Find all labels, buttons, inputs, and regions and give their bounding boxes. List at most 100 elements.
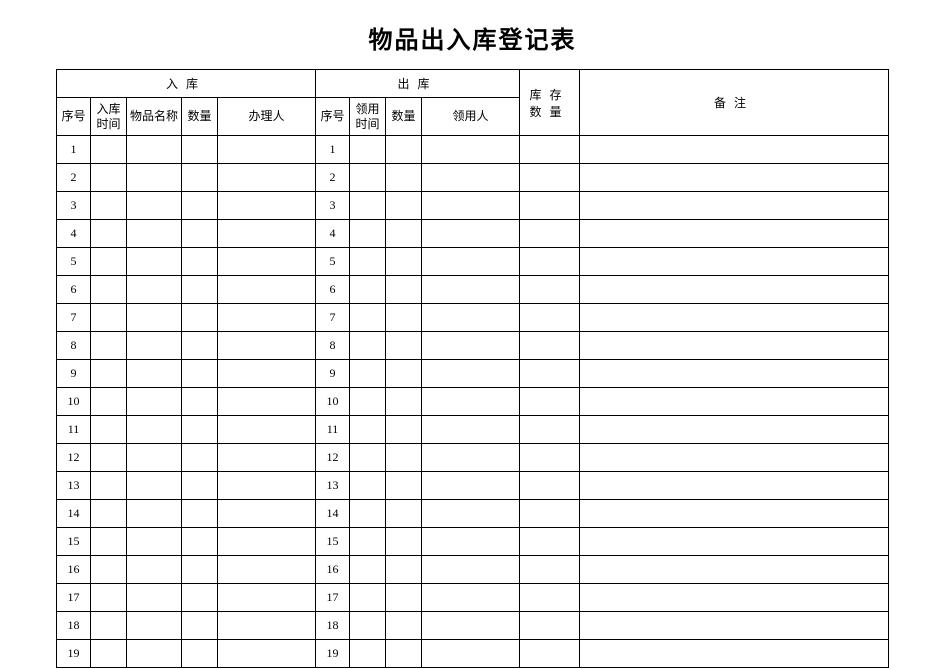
table-row: 1818	[57, 612, 889, 640]
cell-name	[127, 528, 182, 556]
table-row: 1515	[57, 528, 889, 556]
cell-stock	[520, 444, 580, 472]
cell-remark	[580, 584, 889, 612]
cell-seq_out: 11	[316, 416, 350, 444]
cell-qty_out	[386, 304, 422, 332]
cell-seq_out: 16	[316, 556, 350, 584]
cell-name	[127, 360, 182, 388]
inventory-table: 入库 出库 库存数量 备注 序号 入库时间 物品名称 数量 办理人 序号 领用时…	[56, 69, 889, 668]
cell-remark	[580, 472, 889, 500]
cell-person_out	[422, 360, 520, 388]
cell-time_in	[91, 640, 127, 668]
cell-person_out	[422, 276, 520, 304]
cell-name	[127, 136, 182, 164]
header-time-in: 入库时间	[91, 98, 127, 136]
cell-stock	[520, 528, 580, 556]
cell-seq_out: 19	[316, 640, 350, 668]
cell-qty_in	[182, 472, 218, 500]
cell-remark	[580, 192, 889, 220]
cell-seq_in: 2	[57, 164, 91, 192]
cell-person_in	[218, 388, 316, 416]
cell-stock	[520, 556, 580, 584]
cell-person_out	[422, 556, 520, 584]
header-remark: 备注	[580, 70, 889, 136]
cell-seq_in: 3	[57, 192, 91, 220]
cell-time_out	[350, 304, 386, 332]
cell-person_in	[218, 164, 316, 192]
cell-seq_out: 1	[316, 136, 350, 164]
cell-person_out	[422, 500, 520, 528]
cell-qty_out	[386, 388, 422, 416]
cell-qty_out	[386, 164, 422, 192]
cell-seq_in: 11	[57, 416, 91, 444]
cell-person_out	[422, 472, 520, 500]
cell-remark	[580, 332, 889, 360]
cell-stock	[520, 472, 580, 500]
cell-person_in	[218, 136, 316, 164]
cell-seq_out: 2	[316, 164, 350, 192]
cell-seq_in: 6	[57, 276, 91, 304]
cell-time_out	[350, 164, 386, 192]
cell-qty_out	[386, 136, 422, 164]
cell-qty_out	[386, 584, 422, 612]
cell-seq_out: 5	[316, 248, 350, 276]
table-row: 1414	[57, 500, 889, 528]
cell-stock	[520, 248, 580, 276]
header-time-out: 领用时间	[350, 98, 386, 136]
cell-time_in	[91, 192, 127, 220]
cell-person_in	[218, 500, 316, 528]
header-stock: 库存数量	[520, 70, 580, 136]
cell-person_in	[218, 276, 316, 304]
header-name: 物品名称	[127, 98, 182, 136]
cell-stock	[520, 164, 580, 192]
cell-name	[127, 584, 182, 612]
header-group-out: 出库	[316, 70, 520, 98]
cell-seq_in: 5	[57, 248, 91, 276]
cell-person_out	[422, 444, 520, 472]
cell-qty_out	[386, 192, 422, 220]
cell-remark	[580, 360, 889, 388]
cell-remark	[580, 304, 889, 332]
cell-qty_out	[386, 416, 422, 444]
cell-stock	[520, 304, 580, 332]
cell-person_in	[218, 248, 316, 276]
cell-time_in	[91, 528, 127, 556]
cell-remark	[580, 220, 889, 248]
cell-time_in	[91, 388, 127, 416]
cell-stock	[520, 360, 580, 388]
cell-person_out	[422, 136, 520, 164]
cell-qty_in	[182, 416, 218, 444]
cell-remark	[580, 500, 889, 528]
cell-name	[127, 444, 182, 472]
table-row: 44	[57, 220, 889, 248]
cell-remark	[580, 556, 889, 584]
cell-qty_in	[182, 136, 218, 164]
cell-seq_in: 9	[57, 360, 91, 388]
cell-seq_out: 18	[316, 612, 350, 640]
table-row: 11 11	[57, 416, 889, 444]
cell-seq_in: 18	[57, 612, 91, 640]
cell-remark	[580, 444, 889, 472]
cell-time_in	[91, 304, 127, 332]
header-person-out: 领用人	[422, 98, 520, 136]
cell-person_out	[422, 416, 520, 444]
cell-name	[127, 612, 182, 640]
cell-qty_in	[182, 248, 218, 276]
cell-person_out	[422, 164, 520, 192]
cell-person_in	[218, 640, 316, 668]
cell-name	[127, 164, 182, 192]
cell-qty_in	[182, 304, 218, 332]
table-row: 1717	[57, 584, 889, 612]
table-row: 1616	[57, 556, 889, 584]
cell-person_in	[218, 612, 316, 640]
cell-qty_in	[182, 276, 218, 304]
cell-time_in	[91, 500, 127, 528]
cell-qty_out	[386, 220, 422, 248]
cell-time_in	[91, 584, 127, 612]
cell-time_out	[350, 220, 386, 248]
cell-name	[127, 388, 182, 416]
table-row: 1212	[57, 444, 889, 472]
cell-qty_in	[182, 584, 218, 612]
cell-person_in	[218, 332, 316, 360]
table-row: 22	[57, 164, 889, 192]
